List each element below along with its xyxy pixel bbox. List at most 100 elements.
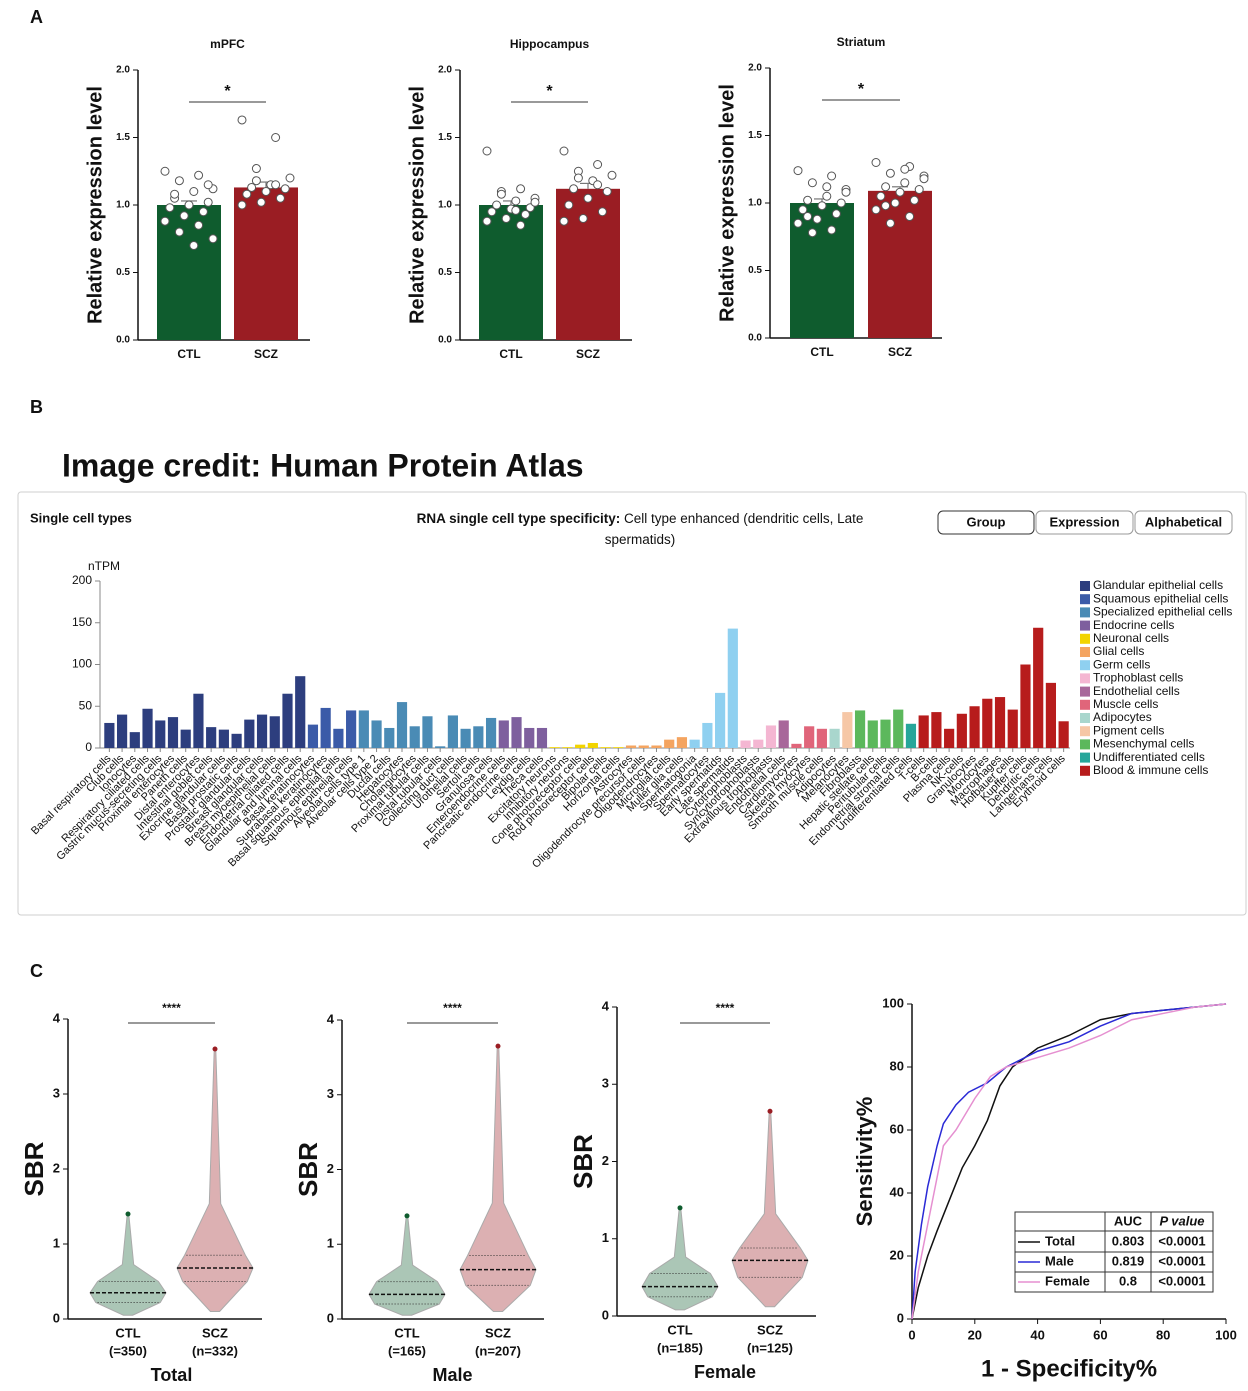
data-point <box>914 185 924 194</box>
bar <box>956 713 967 748</box>
x-axis-label: Total <box>151 1365 193 1385</box>
y-axis-label: Sensitivity% <box>852 1097 877 1227</box>
p-value: <0.0001 <box>1158 1273 1205 1288</box>
data-point <box>871 158 881 167</box>
button[interactable] <box>1134 510 1233 535</box>
y-tick-label: 1.0 <box>748 198 762 209</box>
bar <box>867 720 878 748</box>
bar <box>371 720 382 748</box>
bar <box>944 728 955 748</box>
button-label[interactable]: Alphabetical <box>1145 514 1222 529</box>
legend-swatch <box>1080 594 1090 605</box>
bar <box>931 712 942 748</box>
data-point <box>194 220 204 230</box>
data-point <box>593 180 603 190</box>
bar <box>447 715 458 748</box>
data-point <box>876 191 886 201</box>
legend-label: Mesenchymal cells <box>1093 737 1194 751</box>
bar <box>269 716 280 748</box>
bar <box>765 725 777 748</box>
button[interactable] <box>1035 510 1134 535</box>
x-axis-label: Male <box>432 1365 472 1385</box>
button-label[interactable]: Group <box>967 514 1006 529</box>
y-tick-label: 3 <box>327 1086 334 1101</box>
data-point <box>511 196 521 206</box>
data-point <box>881 182 891 192</box>
y-tick-label: 200 <box>72 573 92 587</box>
legend-label: Adipocytes <box>1093 710 1152 724</box>
bar <box>689 739 700 748</box>
data-point <box>516 220 526 230</box>
data-point <box>564 200 574 210</box>
panel-letter: C <box>30 961 43 981</box>
p-value: <0.0001 <box>1158 1253 1205 1268</box>
significance: **** <box>443 1001 462 1015</box>
y-tick-label: 0.0 <box>116 335 130 346</box>
bar <box>1020 664 1031 748</box>
legend-label: Pigment cells <box>1093 723 1164 737</box>
n-label: (n=125) <box>747 1340 793 1355</box>
x-tick-label: SCZ <box>202 1325 228 1340</box>
bar <box>727 628 738 748</box>
bar <box>333 728 344 748</box>
bar <box>295 676 306 748</box>
y-tick-label: 1.5 <box>116 132 130 143</box>
data-point <box>881 201 891 211</box>
data-point <box>909 195 919 205</box>
bar <box>282 693 293 748</box>
bar <box>1033 627 1044 748</box>
y-tick-label: 2 <box>53 1160 60 1175</box>
button[interactable] <box>937 510 1035 535</box>
y-tick-label: 1 <box>327 1236 334 1251</box>
legend-label: Neuronal cells <box>1093 631 1169 645</box>
legend-label: Total <box>1045 1233 1075 1248</box>
bar <box>346 710 357 748</box>
legend-swatch <box>1080 581 1090 591</box>
panel-frame <box>17 491 1247 916</box>
y-tick-label: 80 <box>890 1058 904 1073</box>
max-point <box>212 1046 218 1052</box>
data-point <box>578 214 588 223</box>
data-point <box>194 170 204 180</box>
y-tick-label: 1.0 <box>438 200 452 211</box>
data-point <box>597 207 607 217</box>
bar <box>396 702 408 748</box>
n-label: (n=185) <box>657 1340 703 1355</box>
data-point <box>919 174 929 184</box>
y-tick-label: 0 <box>602 1307 609 1322</box>
data-point <box>900 164 910 174</box>
bar <box>753 739 764 748</box>
y-tick-label: 2.0 <box>438 65 452 76</box>
bar <box>104 722 115 748</box>
data-point <box>184 200 194 210</box>
bar <box>384 727 395 748</box>
x-tick-label: SCZ <box>757 1322 783 1337</box>
y-tick-label: 0 <box>327 1310 334 1325</box>
y-axis-label: Relative expression level <box>406 86 428 324</box>
bar <box>307 724 319 748</box>
bar <box>155 720 166 748</box>
bar <box>702 722 713 748</box>
data-point <box>280 184 290 194</box>
data-point <box>569 184 579 194</box>
y-tick-label: 50 <box>79 698 93 712</box>
data-point <box>803 195 813 205</box>
x-tick-label: CTL <box>499 347 522 361</box>
legend-swatch <box>1080 673 1090 684</box>
significance: * <box>224 83 231 100</box>
data-point <box>271 133 281 142</box>
data-point <box>817 201 827 211</box>
y-tick-label: 20 <box>890 1247 904 1262</box>
data-point <box>900 178 910 188</box>
panel-letter: B <box>30 397 43 417</box>
legend-swatch <box>1080 607 1090 618</box>
image-credit: Image credit: Human Protein Atlas <box>62 447 584 483</box>
button-label[interactable]: Expression <box>1049 514 1119 529</box>
bar <box>1045 682 1057 748</box>
table-header: P value <box>1159 1213 1204 1228</box>
bar <box>511 717 522 748</box>
auc-value: 0.803 <box>1112 1233 1145 1248</box>
max-point <box>677 1205 683 1211</box>
legend-swatch <box>1080 633 1090 644</box>
